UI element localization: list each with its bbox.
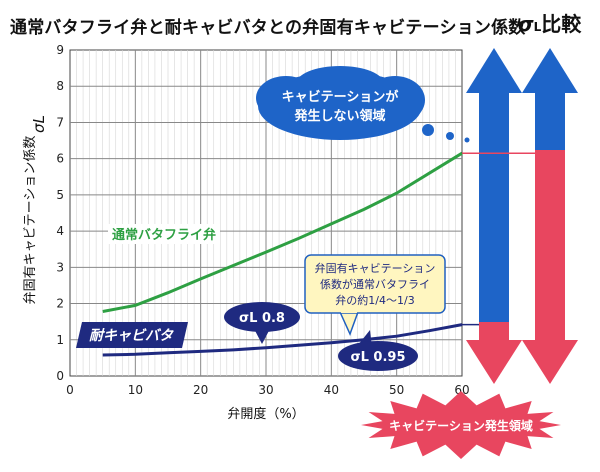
y-axis-symbol: σL bbox=[30, 115, 48, 133]
y-axis-label: 弁固有キャビテーション係数 bbox=[23, 136, 38, 305]
chart-title: 通常バタフライ弁と耐キャビバタとの弁固有キャビテーション係数 bbox=[10, 18, 526, 38]
x-tick-label: 40 bbox=[324, 383, 339, 397]
sigma-anti-callout: σL 0.95 bbox=[338, 330, 418, 371]
y-tick-label: 8 bbox=[56, 79, 64, 93]
svg-text:キャビテーション発生領域: キャビテーション発生領域 bbox=[389, 418, 533, 433]
y-tick-label: 6 bbox=[56, 152, 64, 166]
svg-text:弁の約1/4〜1/3: 弁の約1/4〜1/3 bbox=[335, 293, 414, 307]
sigma-compare-title: σL比較 bbox=[518, 8, 581, 37]
x-axis-label: 弁開度（%） bbox=[227, 406, 304, 422]
x-tick-label: 20 bbox=[193, 383, 208, 397]
svg-text:弁固有キャビテーション: 弁固有キャビテーション bbox=[315, 261, 436, 275]
sigma-subscript: L bbox=[533, 20, 542, 34]
normal-valve-label: 通常バタフライ弁 bbox=[112, 227, 216, 243]
sigma-normal-callout: σL 0.8 bbox=[224, 302, 300, 344]
x-tick-label: 50 bbox=[389, 383, 404, 397]
x-tick-label: 0 bbox=[66, 383, 74, 397]
x-tick-label: 60 bbox=[454, 383, 469, 397]
series-normal-line bbox=[102, 151, 463, 313]
y-tick-label: 4 bbox=[56, 224, 64, 238]
cavitation-zone-burst: キャビテーション発生領域 bbox=[361, 391, 561, 459]
y-tick-label: 0 bbox=[56, 369, 64, 383]
arrow-left bbox=[466, 48, 522, 384]
ratio-note: 弁固有キャビテーション 係数が通常バタフライ 弁の約1/4〜1/3 bbox=[304, 254, 446, 336]
svg-text:σL 0.8: σL 0.8 bbox=[239, 311, 285, 326]
y-tick-label: 7 bbox=[56, 115, 64, 129]
sigma-compare-text: 比較 bbox=[541, 12, 582, 36]
x-tick-label: 30 bbox=[258, 383, 273, 397]
sigma-symbol: σ bbox=[518, 12, 534, 36]
series-anti-line bbox=[102, 323, 463, 357]
svg-text:係数が通常バタフライ: 係数が通常バタフライ bbox=[320, 277, 430, 291]
y-tick-labels: 0 1 2 3 4 5 6 7 8 9 bbox=[56, 43, 64, 383]
y-tick-label: 5 bbox=[56, 188, 64, 202]
y-tick-label: 2 bbox=[56, 297, 64, 311]
svg-text:発生しない領域: 発生しない領域 bbox=[293, 108, 385, 124]
arrow-right bbox=[522, 48, 578, 384]
anti-cav-label: 耐キャビバタ bbox=[76, 322, 188, 348]
normal-valve-label-bg bbox=[108, 224, 220, 244]
y-tick-label: 9 bbox=[56, 43, 64, 57]
svg-text:キャビテーションが: キャビテーションが bbox=[282, 89, 399, 105]
x-tick-label: 10 bbox=[128, 383, 143, 397]
y-tick-label: 3 bbox=[56, 260, 64, 274]
svg-text:耐キャビバタ: 耐キャビバタ bbox=[89, 328, 174, 344]
x-tick-labels: 0 10 20 30 40 50 60 bbox=[66, 383, 469, 397]
svg-text:σL 0.95: σL 0.95 bbox=[350, 350, 405, 365]
y-tick-label: 1 bbox=[56, 333, 64, 347]
no-cavitation-cloud: キャビテーションが 発生しない領域 bbox=[256, 66, 470, 143]
